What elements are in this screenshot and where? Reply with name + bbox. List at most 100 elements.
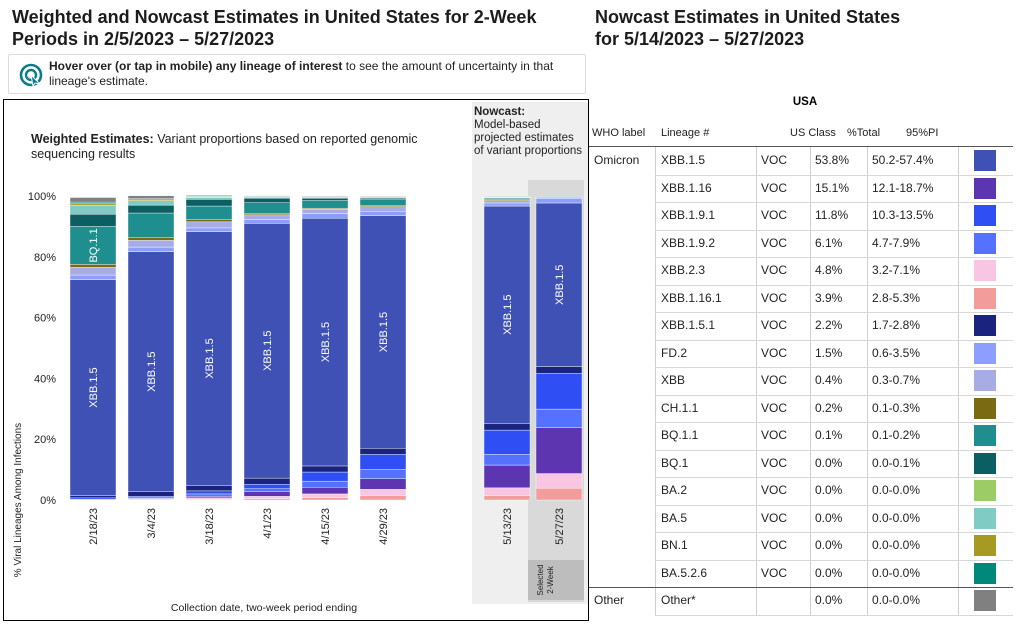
table-row[interactable]: BN.1 VOC 0.0% 0.0-0.0%	[589, 532, 1013, 560]
table-row[interactable]: BA.5.2.6 VOC 0.0% 0.0-0.0%	[589, 560, 1013, 588]
bar-segment[interactable]	[127, 251, 175, 492]
bar-segment[interactable]	[301, 497, 349, 501]
bar-segment[interactable]	[301, 493, 349, 498]
table-row[interactable]: XBB.1.9.2 VOC 6.1% 4.7-7.9%	[589, 230, 1013, 258]
bar-segment[interactable]	[243, 202, 291, 214]
bar-segment[interactable]	[359, 197, 407, 200]
bar-segment[interactable]	[243, 491, 291, 497]
bar-segment[interactable]	[69, 197, 117, 203]
bar-segment[interactable]	[483, 429, 531, 455]
bar-segment[interactable]	[535, 196, 583, 198]
bar-segment[interactable]	[359, 210, 407, 216]
bar-segment[interactable]	[301, 217, 349, 467]
bar-segment[interactable]	[69, 201, 117, 204]
bar-segment[interactable]	[483, 197, 531, 200]
bar-segment[interactable]	[359, 495, 407, 501]
bar-segment[interactable]	[69, 279, 117, 496]
bar-segment[interactable]	[185, 227, 233, 232]
bar-segment[interactable]	[359, 196, 407, 198]
selected-period-label[interactable]: Selected 2-Week	[528, 560, 584, 600]
bar-segment[interactable]	[185, 485, 233, 492]
bar-segment[interactable]	[301, 480, 349, 488]
bar-segment[interactable]	[243, 483, 291, 489]
bar-segment[interactable]	[69, 267, 117, 276]
bar-segment[interactable]	[185, 490, 233, 495]
bar-segment[interactable]	[535, 408, 583, 428]
bar-segment[interactable]	[535, 202, 583, 367]
bar-segment[interactable]	[127, 496, 175, 499]
bar-segment[interactable]	[301, 208, 349, 214]
bar-segment[interactable]	[359, 199, 407, 206]
table-row[interactable]: XBB VOC 0.4% 0.3-0.7%	[589, 367, 1013, 395]
bar-segment[interactable]	[243, 214, 291, 220]
bar-segment[interactable]	[301, 197, 349, 201]
bar-segment[interactable]	[127, 212, 175, 238]
bar-segment[interactable]	[243, 496, 291, 499]
bar-segment[interactable]	[535, 487, 583, 501]
bar-segment[interactable]	[359, 469, 407, 479]
bar-segment[interactable]	[483, 464, 531, 489]
bar-segment[interactable]	[483, 200, 531, 204]
table-row[interactable]: BQ.1 VOC 0.0% 0.0-0.1%	[589, 450, 1013, 478]
bar-segment[interactable]	[69, 203, 117, 206]
bar-segment[interactable]	[185, 493, 233, 497]
table-row[interactable]: XBB.1.16.1 VOC 3.9% 2.8-5.3%	[589, 285, 1013, 313]
bar-segment[interactable]	[483, 495, 531, 501]
bar-segment[interactable]	[243, 195, 291, 197]
bar-segment[interactable]	[243, 197, 291, 203]
bar-segment[interactable]	[301, 471, 349, 482]
bar-segment[interactable]	[243, 488, 291, 492]
bar-segment[interactable]	[301, 195, 349, 197]
bar-segment[interactable]	[69, 497, 117, 500]
table-row[interactable]: CH.1.1 VOC 0.2% 0.1-0.3%	[589, 395, 1013, 423]
bar-segment[interactable]	[69, 264, 117, 268]
table-row[interactable]: FD.2 VOC 1.5% 0.6-3.5%	[589, 340, 1013, 368]
bar-segment[interactable]	[185, 496, 233, 499]
bar-segment[interactable]	[185, 197, 233, 200]
bar-segment[interactable]	[535, 366, 583, 374]
bar-segment[interactable]	[535, 198, 583, 204]
bar-segment[interactable]	[483, 454, 531, 466]
table-row[interactable]: Other Other* 0.0% 0.0-0.0%	[589, 587, 1013, 615]
bar-segment[interactable]	[243, 223, 291, 479]
bar-segment[interactable]	[127, 237, 175, 241]
table-row[interactable]: Omicron XBB.1.5 VOC 53.8% 50.2-57.4%	[589, 147, 1013, 175]
bar-segment[interactable]	[301, 465, 349, 473]
bar-segment[interactable]	[127, 204, 175, 214]
bar-segment[interactable]	[69, 226, 117, 265]
table-row[interactable]: BA.5 VOC 0.0% 0.0-0.0%	[589, 505, 1013, 533]
bar-segment[interactable]	[359, 206, 407, 212]
bar-segment[interactable]	[69, 204, 117, 215]
bar-segment[interactable]	[535, 373, 583, 410]
bar-segment[interactable]	[69, 495, 117, 499]
bar-segment[interactable]	[185, 231, 233, 486]
bar-segment[interactable]	[185, 497, 233, 500]
table-row[interactable]: XBB.1.16 VOC 15.1% 12.1-18.7%	[589, 175, 1013, 203]
bar-segment[interactable]	[243, 477, 291, 485]
bar-segment[interactable]	[127, 246, 175, 252]
bar-segment[interactable]	[301, 213, 349, 219]
bar-segment[interactable]	[243, 213, 291, 216]
bar-segment[interactable]	[483, 202, 531, 207]
bar-segment[interactable]	[185, 199, 233, 207]
table-row[interactable]: BA.2 VOC 0.0% 0.0-0.0%	[589, 477, 1013, 505]
bar-segment[interactable]	[483, 205, 531, 424]
bar-segment[interactable]	[359, 215, 407, 449]
bar-segment[interactable]	[535, 473, 583, 489]
table-row[interactable]: BQ.1.1 VOC 0.1% 0.1-0.2%	[589, 422, 1013, 450]
bar-segment[interactable]	[127, 491, 175, 497]
bar-segment[interactable]	[185, 219, 233, 223]
bar-segment[interactable]	[301, 487, 349, 495]
bar-segment[interactable]	[483, 196, 531, 198]
bar-segment[interactable]	[359, 489, 407, 496]
bar-segment[interactable]	[535, 427, 583, 474]
bar-segment[interactable]	[359, 454, 407, 470]
bar-segment[interactable]	[359, 448, 407, 455]
bar-segment[interactable]	[243, 219, 291, 224]
bar-segment[interactable]	[185, 221, 233, 229]
table-row[interactable]: XBB.1.9.1 VOC 11.8% 10.3-13.5%	[589, 202, 1013, 230]
bar-segment[interactable]	[127, 240, 175, 248]
bar-segment[interactable]	[127, 200, 175, 206]
bar-segment[interactable]	[69, 214, 117, 227]
bar-segment[interactable]	[127, 195, 175, 199]
